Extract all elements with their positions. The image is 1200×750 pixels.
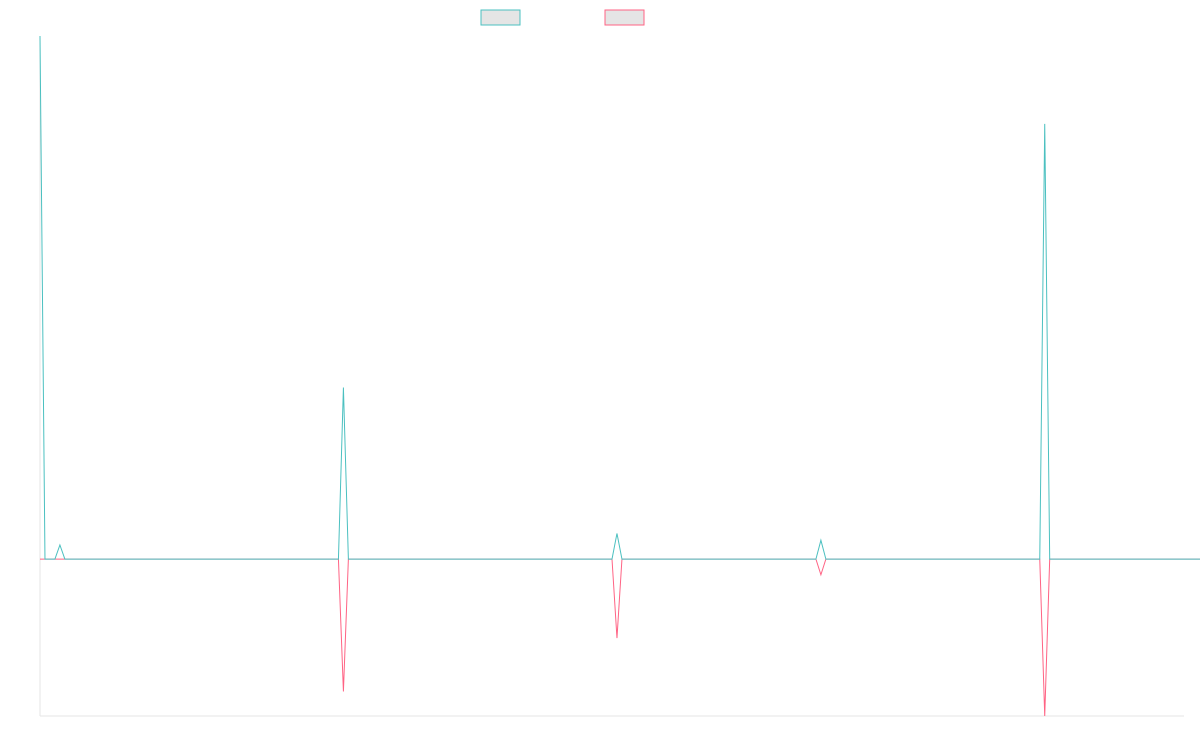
legend-swatch-series-b[interactable]	[604, 9, 645, 26]
legend	[480, 9, 645, 26]
legend-swatch-series-a[interactable]	[480, 9, 521, 26]
series-line-series-a	[39, 35, 1200, 560]
plot-area	[39, 35, 1200, 717]
series-line-series-b	[40, 558, 1200, 717]
axes	[39, 36, 1184, 717]
